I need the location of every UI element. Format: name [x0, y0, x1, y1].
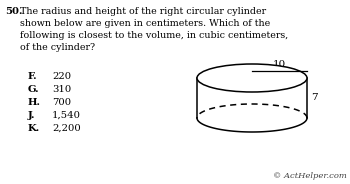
Text: © ActHelper.com: © ActHelper.com — [273, 172, 347, 180]
Text: 2,200: 2,200 — [52, 124, 81, 133]
Text: K.: K. — [28, 124, 40, 133]
Text: G.: G. — [28, 85, 40, 94]
Bar — [197, 78, 307, 118]
Text: 700: 700 — [52, 98, 71, 107]
Text: 50.: 50. — [5, 7, 22, 16]
Text: 310: 310 — [52, 85, 71, 94]
Text: H.: H. — [28, 98, 41, 107]
Text: 1,540: 1,540 — [52, 111, 81, 120]
Text: F.: F. — [28, 72, 38, 81]
Text: 220: 220 — [52, 72, 71, 81]
Text: The radius and height of the right circular cylinder
shown below are given in ce: The radius and height of the right circu… — [20, 7, 288, 52]
Ellipse shape — [197, 64, 307, 92]
Text: 7: 7 — [311, 93, 318, 102]
Text: J.: J. — [28, 111, 35, 120]
Text: 10: 10 — [273, 60, 286, 69]
